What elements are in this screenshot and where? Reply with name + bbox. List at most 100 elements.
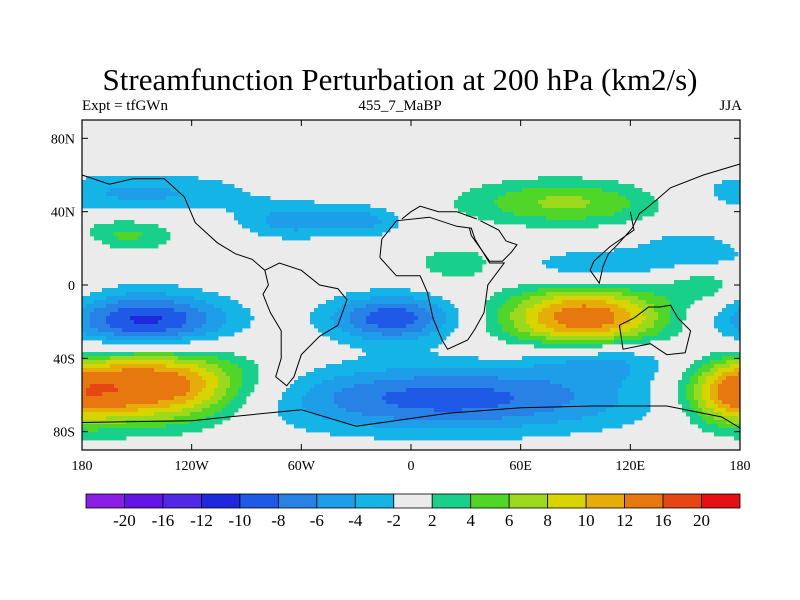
coastline bbox=[589, 163, 741, 285]
contour-cell bbox=[714, 380, 723, 385]
contour-cell bbox=[510, 312, 527, 317]
contour-cell bbox=[294, 424, 375, 429]
contour-cell bbox=[734, 324, 741, 329]
contour-cell bbox=[438, 328, 455, 333]
contour-cell bbox=[206, 368, 223, 373]
contour-cell bbox=[226, 312, 251, 317]
colorbar-swatch bbox=[431, 493, 472, 509]
contour-cell bbox=[726, 200, 741, 205]
contour-cell bbox=[334, 396, 383, 401]
contour-cell bbox=[426, 308, 443, 313]
contour-cell bbox=[714, 324, 735, 329]
map-plot-area bbox=[81, 119, 741, 451]
contour-cell bbox=[118, 196, 167, 201]
contour-cell bbox=[118, 236, 139, 241]
colorbar-swatch bbox=[547, 493, 587, 509]
contour-cell bbox=[642, 336, 671, 341]
contour-cell bbox=[582, 304, 587, 309]
contour-cell bbox=[614, 340, 651, 345]
contour-cell bbox=[346, 292, 431, 297]
contour-cell bbox=[286, 388, 311, 393]
contour-cell bbox=[238, 392, 251, 397]
contour-cell bbox=[82, 368, 123, 373]
contour-cell bbox=[698, 424, 719, 429]
contour-cell bbox=[630, 204, 659, 209]
contour-cell bbox=[222, 408, 239, 413]
contour-cell bbox=[370, 288, 411, 293]
contour-cell bbox=[142, 232, 171, 237]
contour-cell bbox=[134, 352, 175, 357]
contour-cell bbox=[182, 408, 203, 413]
contour-cell bbox=[174, 352, 235, 357]
contour-cell bbox=[510, 332, 531, 337]
colorbar-swatch bbox=[277, 493, 318, 509]
contour-cell bbox=[354, 384, 563, 389]
contour-cell bbox=[542, 308, 563, 313]
contour-cell bbox=[114, 332, 179, 337]
contour-cell bbox=[462, 408, 555, 413]
contour-cell bbox=[190, 384, 207, 389]
contour-cell bbox=[506, 340, 543, 345]
colorbar-label: 12 bbox=[616, 511, 633, 530]
contour-cell bbox=[218, 384, 231, 389]
contour-cell bbox=[738, 416, 741, 421]
contour-cell bbox=[230, 380, 243, 385]
contour-cell bbox=[82, 360, 107, 365]
contour-cell bbox=[154, 368, 191, 373]
contour-cell bbox=[458, 196, 499, 201]
contour-cell bbox=[422, 328, 439, 333]
contour-cell bbox=[290, 384, 315, 389]
contour-cell bbox=[642, 320, 655, 325]
contour-cell bbox=[614, 332, 639, 337]
contour-cell bbox=[190, 388, 203, 393]
contour-cell bbox=[82, 328, 99, 333]
contour-cell bbox=[346, 408, 435, 413]
contour-cell bbox=[586, 204, 631, 209]
contour-cell bbox=[174, 308, 199, 313]
contour-cell bbox=[666, 324, 683, 329]
contour-cell bbox=[86, 428, 99, 433]
contour-cell bbox=[498, 320, 515, 325]
contour-cell bbox=[242, 368, 259, 373]
contour-cell bbox=[82, 300, 95, 305]
contour-cell bbox=[126, 420, 191, 425]
contour-cell bbox=[458, 208, 503, 213]
contour-cell bbox=[718, 424, 741, 429]
contour-cell bbox=[98, 428, 203, 433]
contour-cell bbox=[342, 304, 367, 309]
contour-cell bbox=[678, 392, 687, 397]
contour-cell bbox=[526, 316, 539, 321]
contour-cell bbox=[530, 324, 547, 329]
lon-tick-label: 0 bbox=[408, 459, 415, 474]
contour-cell bbox=[522, 356, 655, 361]
contour-cell bbox=[82, 352, 135, 357]
contour-cell bbox=[218, 328, 243, 333]
contour-cell bbox=[110, 356, 179, 361]
contour-cell bbox=[714, 400, 723, 405]
contour-cell bbox=[706, 376, 719, 381]
contour-cell bbox=[82, 428, 87, 433]
contour-cell bbox=[206, 380, 219, 385]
contour-cell bbox=[206, 320, 227, 325]
contour-cell bbox=[82, 392, 87, 397]
lon-tick-label: 180 bbox=[730, 459, 751, 474]
contour-cell bbox=[518, 304, 535, 309]
contour-cell bbox=[350, 300, 431, 305]
contour-cell bbox=[654, 320, 671, 325]
colorbar-swatch bbox=[124, 493, 164, 509]
contour-cell bbox=[206, 312, 227, 317]
contour-cell bbox=[126, 292, 167, 297]
contour-cell bbox=[306, 428, 603, 433]
contour-cell bbox=[650, 240, 723, 245]
contour-cell bbox=[334, 320, 351, 325]
contour-cell bbox=[734, 300, 741, 305]
contour-cell bbox=[714, 184, 741, 189]
contour-cell bbox=[642, 308, 655, 313]
contour-cell bbox=[486, 328, 503, 333]
contour-cell bbox=[502, 288, 539, 293]
contour-cell bbox=[318, 304, 343, 309]
contour-cell bbox=[82, 388, 87, 393]
contour-cell bbox=[326, 364, 535, 369]
contour-cell bbox=[334, 296, 371, 301]
